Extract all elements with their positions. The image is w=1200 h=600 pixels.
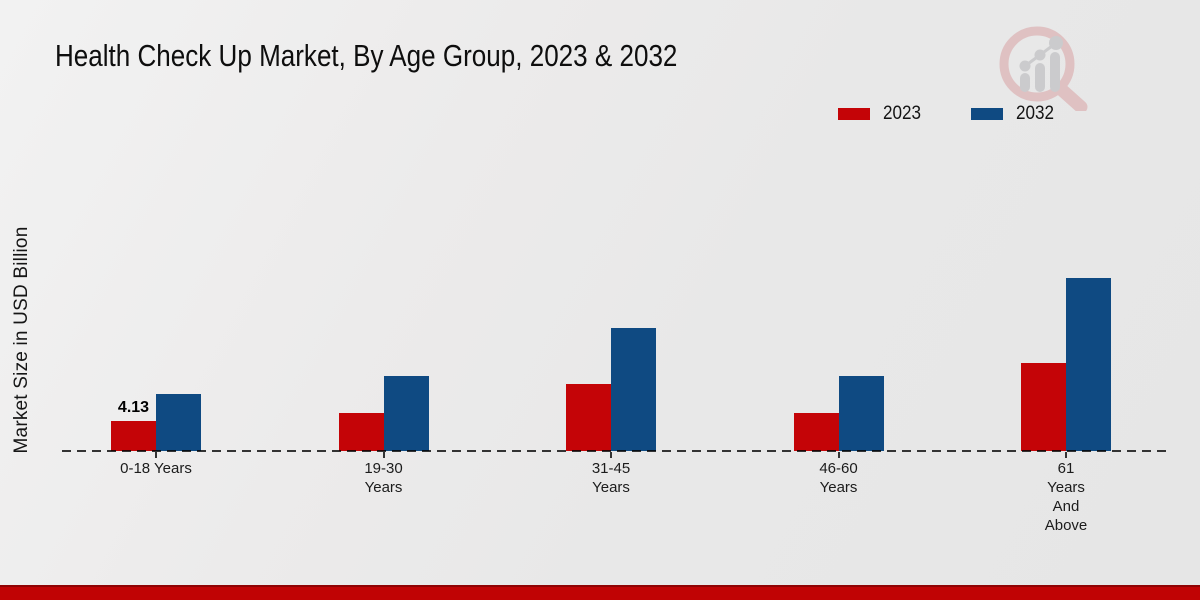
x-axis-tick — [155, 452, 157, 458]
bar-2023-0-18-years — [111, 421, 156, 451]
category-label-line: 61 — [1057, 460, 1075, 477]
bar-2032-61-years-and-above — [1066, 278, 1111, 451]
category-label-line: 46-60 — [819, 460, 858, 477]
bar-2032-46-60-years — [838, 376, 884, 451]
category-label-line: Years — [592, 479, 630, 496]
legend-label-2023: 2023 — [883, 103, 922, 124]
x-axis-dashed-baseline — [62, 450, 1166, 452]
category-label-0-18-years: 0-18 Years — [66, 459, 246, 478]
x-axis-tick — [837, 452, 840, 458]
legend: 2023 2032 — [838, 103, 1059, 125]
category-label-line: 0-18 Years — [120, 460, 192, 477]
legend-item-2032: 2032 — [971, 103, 1058, 125]
category-label-31-45-years: 31-45 Years — [521, 459, 701, 497]
category-label-line: Above — [1044, 517, 1088, 534]
magnifier-bar-chart-logo-icon — [999, 26, 1088, 111]
legend-label-2032: 2032 — [1016, 103, 1055, 124]
x-axis-tick — [382, 452, 385, 458]
x-axis-tick — [1065, 452, 1067, 458]
bar-value-label: 4.13 — [117, 399, 150, 416]
category-label-61-years-and-above: 61 Years And Above — [976, 459, 1156, 535]
bar-2023-61-years-and-above — [1021, 363, 1066, 451]
category-label-46-60-years: 46-60 Years — [749, 459, 929, 497]
category-label-19-30-years: 19-30 Years — [294, 459, 474, 497]
category-label-line: 31-45 — [591, 460, 631, 477]
category-label-line: And — [1052, 498, 1080, 515]
bar-2032-19-30-years — [383, 376, 429, 451]
category-label-line: Years — [364, 479, 403, 496]
x-axis-tick — [610, 452, 612, 458]
bar-2023-19-30-years — [338, 413, 384, 451]
legend-swatch-2032 — [971, 108, 1004, 120]
bar-2023-46-60-years — [793, 413, 839, 451]
category-label-line: 19-30 — [364, 460, 403, 477]
bar-2032-0-18-years — [156, 394, 201, 451]
footer-accent-bar — [0, 585, 1200, 600]
category-label-line: Years — [819, 479, 858, 496]
bar-2032-31-45-years — [611, 328, 656, 451]
bar-2023-31-45-years — [566, 384, 611, 451]
chart-title: Health Check Up Market, By Age Group, 20… — [55, 38, 678, 73]
legend-swatch-2023 — [838, 108, 870, 120]
legend-item-2023: 2023 — [838, 103, 925, 125]
category-label-line: Years — [1047, 479, 1085, 496]
